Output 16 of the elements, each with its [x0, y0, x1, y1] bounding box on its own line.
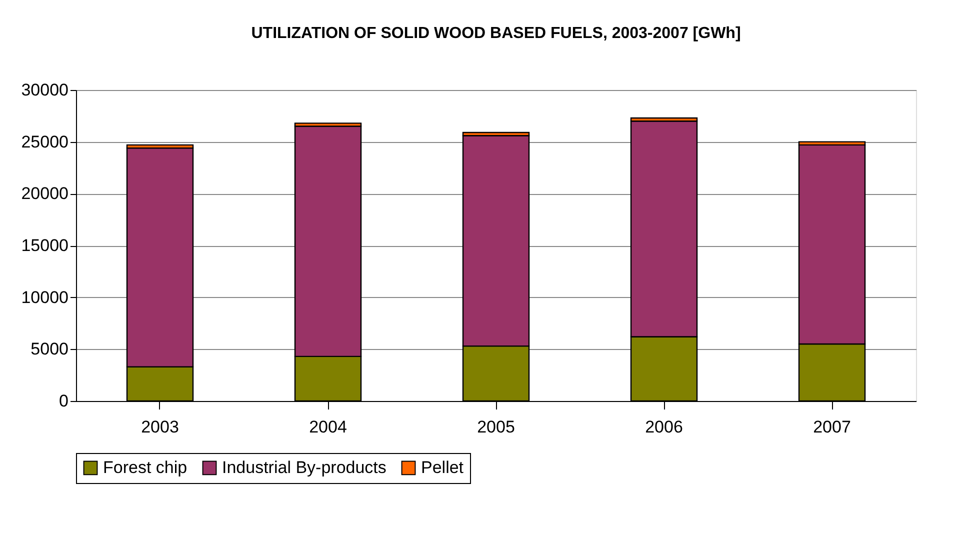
x-tick-label: 2007 — [813, 418, 851, 436]
y-tick-label: 25000 — [21, 132, 68, 152]
y-tick-label: 20000 — [21, 184, 68, 204]
legend-label: Forest chip — [103, 458, 188, 477]
legend-label: Pellet — [421, 458, 464, 477]
x-tick-label: 2005 — [477, 418, 515, 436]
x-tick-label: 2003 — [141, 418, 179, 436]
legend-label: Industrial By-products — [222, 458, 386, 477]
y-tick-label: 0 — [59, 392, 68, 410]
y-tick-label: 30000 — [21, 80, 68, 100]
chart-title: UTILIZATION OF SOLID WOOD BASED FUELS, 2003-2007 [GWh] — [251, 25, 741, 42]
x-tick-label: 2004 — [309, 418, 347, 436]
y-tick-label: 15000 — [21, 236, 68, 255]
y-tick-label: 10000 — [21, 288, 68, 307]
x-tick-label: 2006 — [645, 418, 683, 436]
y-tick-label: 5000 — [30, 340, 68, 359]
